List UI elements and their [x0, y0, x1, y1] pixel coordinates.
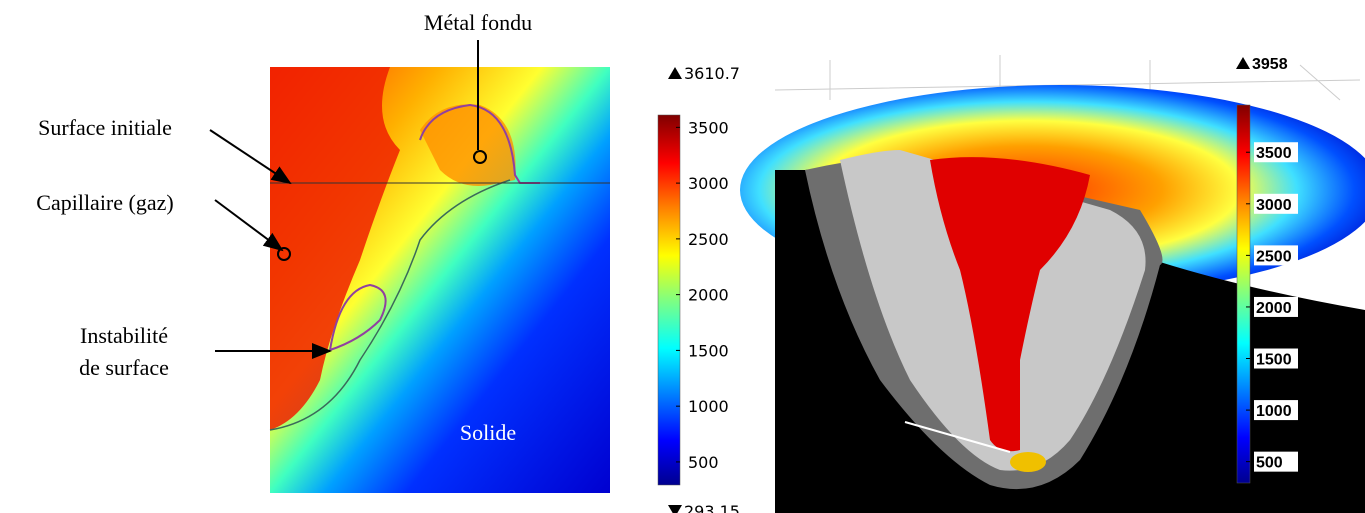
label: Défaut en	[819, 400, 905, 425]
left-field	[269, 67, 610, 493]
tick-label: 1000	[1256, 403, 1292, 420]
colorbar-max: 3610.7	[684, 64, 740, 83]
max-marker	[668, 67, 682, 79]
label: de surface	[79, 355, 169, 380]
colorbar: 3610.7 293.15 500 1000 1500 2000 2500 3000 3500	[657, 64, 740, 513]
colorbar-scale	[1236, 104, 1251, 484]
tick-label: 1000	[688, 397, 729, 416]
pointer	[904, 421, 1011, 453]
label: Instabilité	[80, 323, 168, 348]
tick-label-bg	[1254, 142, 1298, 163]
label: Surface initiale	[38, 115, 172, 140]
colorbar-min: 293	[1252, 502, 1279, 513]
tick-label-bg	[1254, 451, 1298, 472]
label: formation	[819, 435, 906, 460]
tick-label-bg	[1254, 348, 1298, 369]
colorbar-max: 3958	[1252, 56, 1288, 73]
tick-label: 3500	[688, 118, 729, 137]
max-marker	[1236, 57, 1250, 69]
colorbar-scale	[657, 114, 681, 486]
tick-label: 500	[1256, 455, 1283, 472]
tick-label: 1500	[688, 341, 729, 360]
label: Solide	[460, 420, 516, 445]
right-field	[740, 55, 1365, 513]
label: Capillaire (gaz)	[36, 190, 173, 215]
tick-label-bg	[1254, 193, 1298, 214]
tick-label-bg	[1254, 296, 1298, 317]
tick-label: 3000	[1256, 197, 1292, 214]
tick-label: 2500	[1256, 248, 1292, 265]
colorbar-min: 293.15	[684, 502, 740, 513]
tick-label: 1500	[1256, 352, 1292, 369]
min-marker	[668, 505, 682, 513]
tick-label: 2500	[688, 230, 729, 249]
tick-label-bg	[1254, 245, 1298, 266]
min-marker	[1236, 503, 1250, 513]
tick-label: 500	[688, 453, 719, 472]
colorbar: 3958 293 500 1000 1500 2000 2500 3000 3500	[1236, 56, 1298, 513]
tick-label-bg	[1254, 400, 1298, 421]
tick-label: 3000	[688, 174, 729, 193]
label: Métal fondu	[424, 10, 532, 35]
tick-label: 2000	[688, 286, 729, 305]
left-annotations	[209, 40, 479, 359]
tick-label: 3500	[1256, 145, 1292, 162]
tick-label: 2000	[1256, 300, 1292, 317]
